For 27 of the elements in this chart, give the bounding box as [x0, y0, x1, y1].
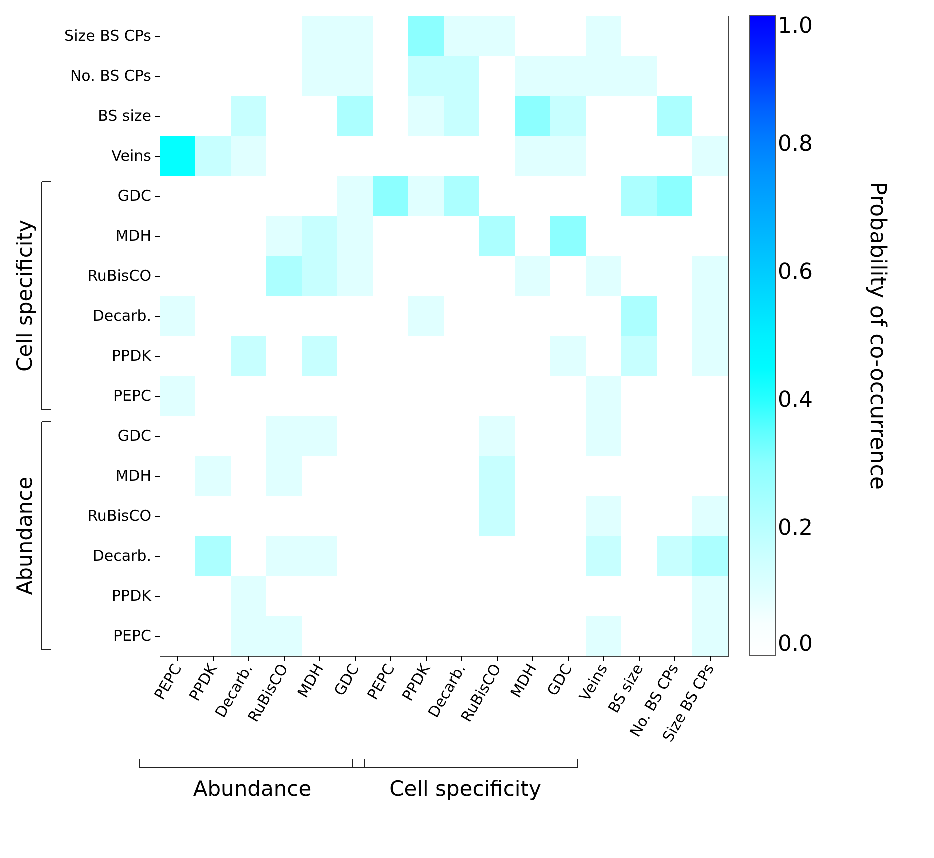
color-bar-label: 0.4	[778, 388, 813, 413]
y-tick-label: No. BS CPs	[70, 67, 152, 85]
y-tick-label: MDH	[116, 227, 152, 245]
text: Abundance	[193, 777, 312, 801]
y-tick-label: RuBisCO	[88, 507, 152, 525]
y-tick-label: PPDK	[112, 587, 153, 605]
color-bar-label: 0.2	[778, 516, 813, 541]
y-tick-label: PEPC	[113, 387, 152, 405]
color-bar-label: 0.6	[778, 260, 813, 285]
y-tick-label: Decarb.	[92, 547, 152, 565]
y-tick-label: MDH	[116, 467, 152, 485]
text: Cell specificity	[390, 777, 542, 801]
text: Cell specificity	[13, 220, 37, 372]
y-tick-label: BS size	[98, 107, 152, 125]
y-tick-label: GDC	[118, 187, 152, 205]
color-bar-label: 0.8	[778, 132, 813, 157]
y-tick-label: RuBisCO	[88, 267, 152, 285]
color-bar-title: Probability of co-occurrence	[865, 182, 890, 490]
color-bar-label: 1.0	[778, 14, 813, 39]
y-tick-label: Size BS CPs	[64, 27, 152, 45]
y-tick-label: GDC	[118, 427, 152, 445]
y-tick-label: Decarb.	[92, 307, 152, 325]
text: Abundance	[13, 476, 37, 596]
y-tick-label: PPDK	[112, 347, 153, 365]
y-tick-label: Veins	[112, 147, 152, 165]
y-tick-label: PEPC	[113, 627, 152, 645]
color-bar-label: 0.0	[778, 632, 813, 657]
